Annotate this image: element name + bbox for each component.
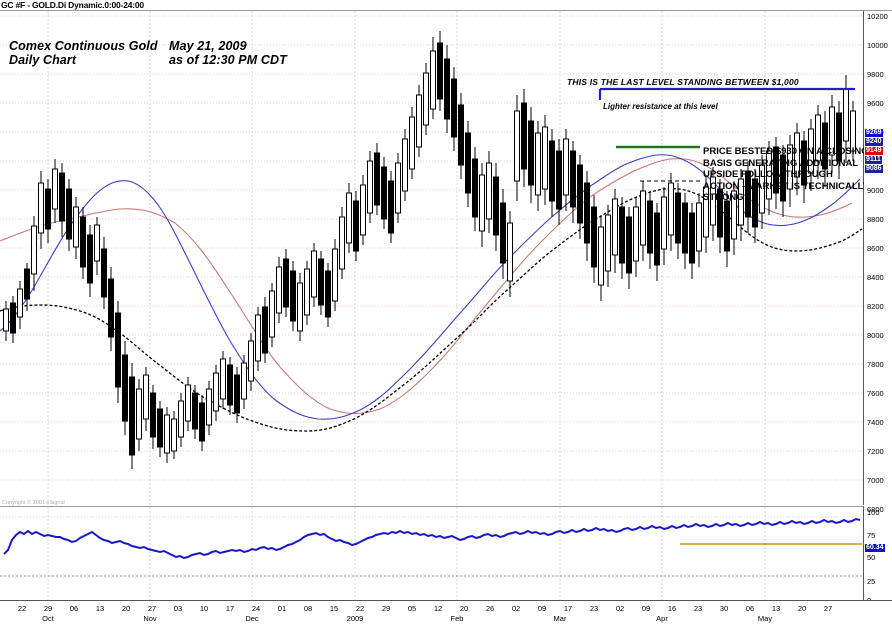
chart-date: May 21, 2009 (169, 39, 247, 53)
price-plot (0, 31, 863, 469)
annotation-price-bested-line: ACTION - MARKET IS TECHNICALLY (703, 180, 869, 192)
time-axis-month: Mar (553, 614, 567, 623)
time-axis-day: 22 (17, 604, 27, 613)
annotation-price-bested-line: BASIS GENERATING ADDITIONAL (703, 157, 859, 169)
time-axis-day: 16 (667, 604, 677, 613)
time-axis-day: 05 (407, 604, 417, 613)
time-axis-month: 2009 (346, 614, 364, 623)
time-axis-day: 20 (459, 604, 469, 613)
quote-rsi-current: 60.34 (865, 544, 885, 552)
axis-tick-price: 7600 (867, 389, 884, 398)
axis-tick-price: 7400 (867, 418, 884, 427)
axis-tick-price: 8800 (867, 215, 884, 224)
window-title-bar: GC #F - GOLD.Di Dynamic.0:00-24:00 (0, 0, 892, 11)
time-axis-day: 17 (225, 604, 235, 613)
chart-time: as of 12:30 PM CDT (169, 53, 287, 67)
time-axis-month: Dec (245, 614, 259, 623)
axis-tick-price: 6800 (867, 505, 884, 514)
time-axis-day: 09 (641, 604, 651, 613)
price-chart-pane[interactable]: Comex Continuous Gold Daily Chart May 21… (0, 11, 869, 506)
axis-tick-price: 9000 (867, 186, 884, 195)
time-axis-day: 09 (537, 604, 547, 613)
time-axis-day: 13 (771, 604, 781, 613)
axis-tick-price: 8600 (867, 244, 884, 253)
time-axis-day: 26 (485, 604, 495, 613)
chart-title-line1: Comex Continuous Gold (9, 39, 158, 53)
axis-tick-price: 8000 (867, 331, 884, 340)
time-axis-day: 15 (329, 604, 339, 613)
time-axis-day: 22 (355, 604, 365, 613)
axis-tick-price: 10000 (867, 41, 888, 50)
time-axis-day: 06 (69, 604, 79, 613)
time-axis-day: 12 (433, 604, 443, 613)
time-axis-day: 02 (511, 604, 521, 613)
time-axis-day: 17 (563, 604, 573, 613)
time-axis-day: 06 (745, 604, 755, 613)
rsi-chart-pane[interactable]: RSI(21,C) RSI has finally taken out this… (0, 506, 864, 601)
quote-mid: 9240 (865, 138, 883, 146)
time-axis-day: 29 (43, 604, 53, 613)
time-axis-day: 29 (381, 604, 391, 613)
axis-tick-price: 10200 (867, 12, 888, 21)
time-axis-day: 08 (303, 604, 313, 613)
time-axis-day: 27 (147, 604, 157, 613)
time-axis-day: 20 (797, 604, 807, 613)
annotation-lighter-resistance: Lighter resistance at this level (603, 102, 718, 111)
price-axis[interactable]: 10200 10000 9800 9600 9400 9000 8800 860… (864, 11, 892, 605)
rsi-plot (0, 517, 864, 577)
annotation-price-bested-line: PRICE BESTED $930 ON A CLOSING (703, 146, 869, 157)
axis-tick-price: 9800 (867, 70, 884, 79)
time-axis-day: 20 (121, 604, 131, 613)
time-axis-day: 23 (693, 604, 703, 613)
annotation-price-bested-line: STRONG (703, 192, 744, 203)
time-axis-month: Oct (42, 614, 54, 623)
axis-tick-rsi: 50 (867, 553, 876, 562)
axis-tick-price: 7800 (867, 360, 884, 369)
axis-tick-price: 7200 (867, 447, 884, 456)
time-axis-month: May (757, 614, 773, 623)
time-axis-day: 02 (615, 604, 625, 613)
time-axis-day: 13 (95, 604, 105, 613)
quote-low: 9111 (865, 156, 882, 164)
annotation-price-bested-line: UPSIDE FOLLOW THROUGH (703, 169, 833, 180)
axis-tick-price: 7000 (867, 476, 884, 485)
axis-tick-price: 8200 (867, 302, 884, 311)
annotation-last-level: THIS IS THE LAST LEVEL STANDING BETWEEN … (567, 77, 799, 87)
time-axis-day: 24 (251, 604, 261, 613)
axis-tick-rsi: 100 (867, 508, 880, 517)
time-axis-day: 27 (823, 604, 833, 613)
time-axis-day: 23 (589, 604, 599, 613)
time-axis-day: 01 (277, 604, 287, 613)
quote-open: 9086 (865, 165, 883, 173)
quote-last: 9149 (865, 147, 883, 155)
time-axis[interactable]: 22 29 06 13 20 27 03 10 17 24 01 08 15 2… (0, 600, 892, 624)
resistance-line-blue (598, 87, 855, 100)
time-axis-day: 30 (719, 604, 729, 613)
chart-title-line2: Daily Chart (9, 53, 77, 67)
candlestick-series (3, 31, 856, 469)
copyright-notice: Copyright © 2001 eSignal (2, 500, 65, 506)
price-grid (0, 11, 864, 505)
quote-bid: 9269 (865, 129, 883, 137)
time-axis-month: Nov (143, 614, 157, 623)
axis-tick-price: 9600 (867, 99, 884, 108)
time-axis-day: 10 (199, 604, 209, 613)
axis-tick-rsi: 75 (867, 531, 876, 540)
annotation-price-bested: PRICE BESTED $930 ON A CLOSING BASIS GEN… (703, 146, 869, 204)
time-axis-month: Apr (656, 614, 668, 623)
axis-tick-price: 8400 (867, 273, 884, 282)
time-axis-day: 03 (173, 604, 183, 613)
time-axis-month: Feb (450, 614, 464, 623)
axis-tick-rsi: 25 (867, 577, 876, 586)
